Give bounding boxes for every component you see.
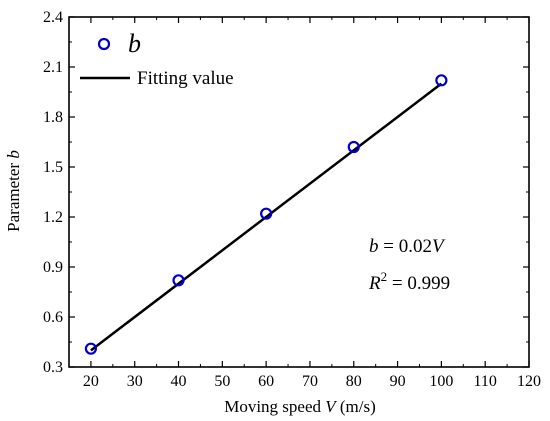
data-point: [435, 74, 448, 87]
x-tick-label: 120: [517, 373, 541, 390]
series-layer: [84, 74, 448, 355]
x-tick-label: 110: [473, 373, 496, 390]
y-axis-title: Parameter b: [4, 150, 23, 232]
legend: b Fitting value: [80, 29, 234, 89]
y-tick-label: 0.9: [43, 259, 63, 276]
x-tick-label: 70: [302, 373, 318, 390]
x-axis-title: Moving speed V (m/s): [224, 397, 376, 416]
x-tick-label: 30: [127, 373, 143, 390]
x-tick-label: 20: [83, 373, 99, 390]
x-tick-label: 50: [214, 373, 230, 390]
data-point: [260, 207, 273, 220]
y-tick-label: 2.4: [43, 9, 63, 26]
legend-label-fitting: Fitting value: [137, 68, 234, 89]
x-tick-label: 80: [346, 373, 362, 390]
y-tick-label: 1.5: [43, 159, 63, 176]
fitting-line: [90, 82, 443, 352]
y-tick-label: 0.3: [43, 359, 63, 376]
data-point: [84, 342, 98, 355]
x-tick-label: 60: [258, 373, 274, 390]
equation-annotation: b = 0.02V: [369, 236, 446, 257]
legend-label-b: b: [128, 29, 141, 58]
x-axis: 20 30 40 50 60 70 80 90 100 110 120: [83, 17, 541, 390]
y-tick-label: 0.6: [43, 309, 63, 326]
data-point: [172, 274, 185, 287]
y-axis: 0.3 0.6 0.9 1.2 1.5 1.8 2.1 2.4: [43, 9, 529, 376]
y-tick-label: 2.1: [43, 59, 63, 76]
x-tick-label: 90: [390, 373, 406, 390]
x-tick-label: 100: [429, 373, 453, 390]
legend-marker-b: [97, 37, 111, 51]
x-tick-label: 40: [171, 373, 187, 390]
r-squared-annotation: R2 = 0.999: [368, 269, 450, 294]
y-tick-label: 1.2: [43, 209, 63, 226]
data-point: [347, 140, 360, 154]
y-tick-label: 1.8: [43, 109, 63, 126]
